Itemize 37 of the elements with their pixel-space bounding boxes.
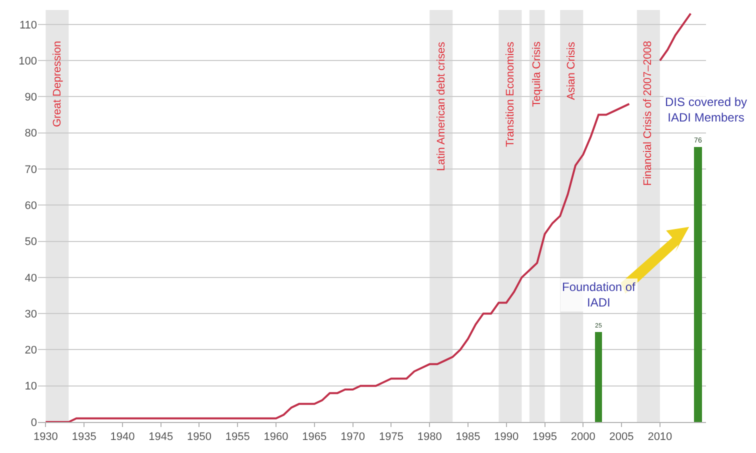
- band-label: Tequila Crisis: [531, 41, 544, 107]
- x-tick-label: 1955: [225, 431, 250, 444]
- band-label: Transition Economies: [504, 41, 516, 148]
- x-tick-label: 1960: [264, 431, 288, 444]
- x-tick-label: 1985: [456, 431, 480, 444]
- y-tick-label: 20: [24, 344, 37, 357]
- x-tick-label: 1970: [340, 431, 366, 444]
- x-tick-label: 1975: [378, 431, 404, 444]
- band-label: Financial Crisis of 2007–2008: [642, 40, 654, 186]
- x-tick-label: 1945: [148, 431, 174, 444]
- x-tick-label: 1965: [302, 431, 327, 444]
- band-label: Latin American debt crises: [435, 41, 448, 171]
- x-tick-label: 1935: [72, 431, 96, 444]
- x-tick-label: 1930: [33, 431, 58, 444]
- x-tick-label: 1990: [494, 431, 519, 444]
- y-tick-label: 60: [24, 200, 37, 212]
- annotation: DIS covered by IADI Members: [665, 95, 748, 125]
- y-tick-label: 10: [24, 380, 37, 393]
- y-tick-label: 0: [30, 416, 37, 429]
- band-label: Great Depression: [51, 40, 64, 128]
- x-tick-label: 1940: [110, 431, 135, 444]
- y-tick-label: 80: [24, 128, 37, 140]
- y-tick-label: 30: [24, 308, 37, 320]
- x-tick-label: 1995: [532, 431, 557, 444]
- x-tick-label: 1950: [187, 431, 212, 444]
- band-label: Asian Crisis: [565, 41, 578, 100]
- x-tick-label: 2010: [648, 431, 672, 444]
- y-tick-label: 100: [18, 55, 37, 68]
- annotation: Foundation of IADI: [562, 280, 636, 310]
- y-tick-label: 90: [24, 92, 37, 104]
- x-tick-label: 2000: [570, 431, 596, 444]
- x-tick-label: 2005: [609, 431, 634, 444]
- x-tick-label: 1980: [417, 431, 442, 444]
- y-tick-label: 70: [24, 164, 37, 176]
- y-tick-label: 40: [24, 272, 37, 284]
- y-tick-label: 50: [24, 236, 37, 248]
- y-tick-label: 110: [19, 19, 37, 32]
